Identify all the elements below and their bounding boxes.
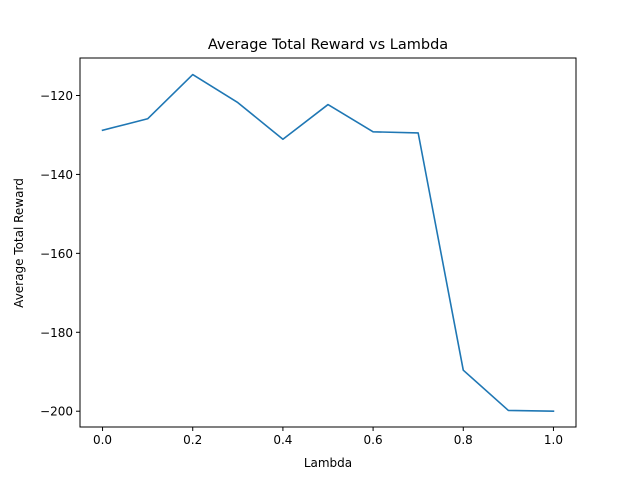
x-tick-label: 0.0 bbox=[93, 433, 112, 447]
x-tick-label: 0.6 bbox=[364, 433, 383, 447]
x-tick-label: 0.8 bbox=[454, 433, 473, 447]
y-tick-label: −160 bbox=[40, 247, 73, 261]
x-tick-label: 0.4 bbox=[273, 433, 292, 447]
plot-area-frame bbox=[80, 58, 576, 427]
y-tick-label: −200 bbox=[40, 405, 73, 419]
x-axis-title: Lambda bbox=[304, 456, 352, 470]
x-tick-label: 1.0 bbox=[544, 433, 563, 447]
x-axis-ticks: 0.0 0.2 0.4 0.6 0.8 1.0 bbox=[93, 427, 563, 447]
y-axis-title: Average Total Reward bbox=[12, 178, 26, 308]
series-line bbox=[103, 75, 554, 412]
series-layer bbox=[103, 75, 554, 412]
chart-title: Average Total Reward vs Lambda bbox=[208, 37, 448, 53]
y-axis-ticks: −120 −140 −160 −180 −200 bbox=[40, 89, 80, 419]
y-tick-label: −140 bbox=[40, 168, 73, 182]
x-tick-label: 0.2 bbox=[183, 433, 202, 447]
y-tick-label: −180 bbox=[40, 326, 73, 340]
y-tick-label: −120 bbox=[40, 89, 73, 103]
